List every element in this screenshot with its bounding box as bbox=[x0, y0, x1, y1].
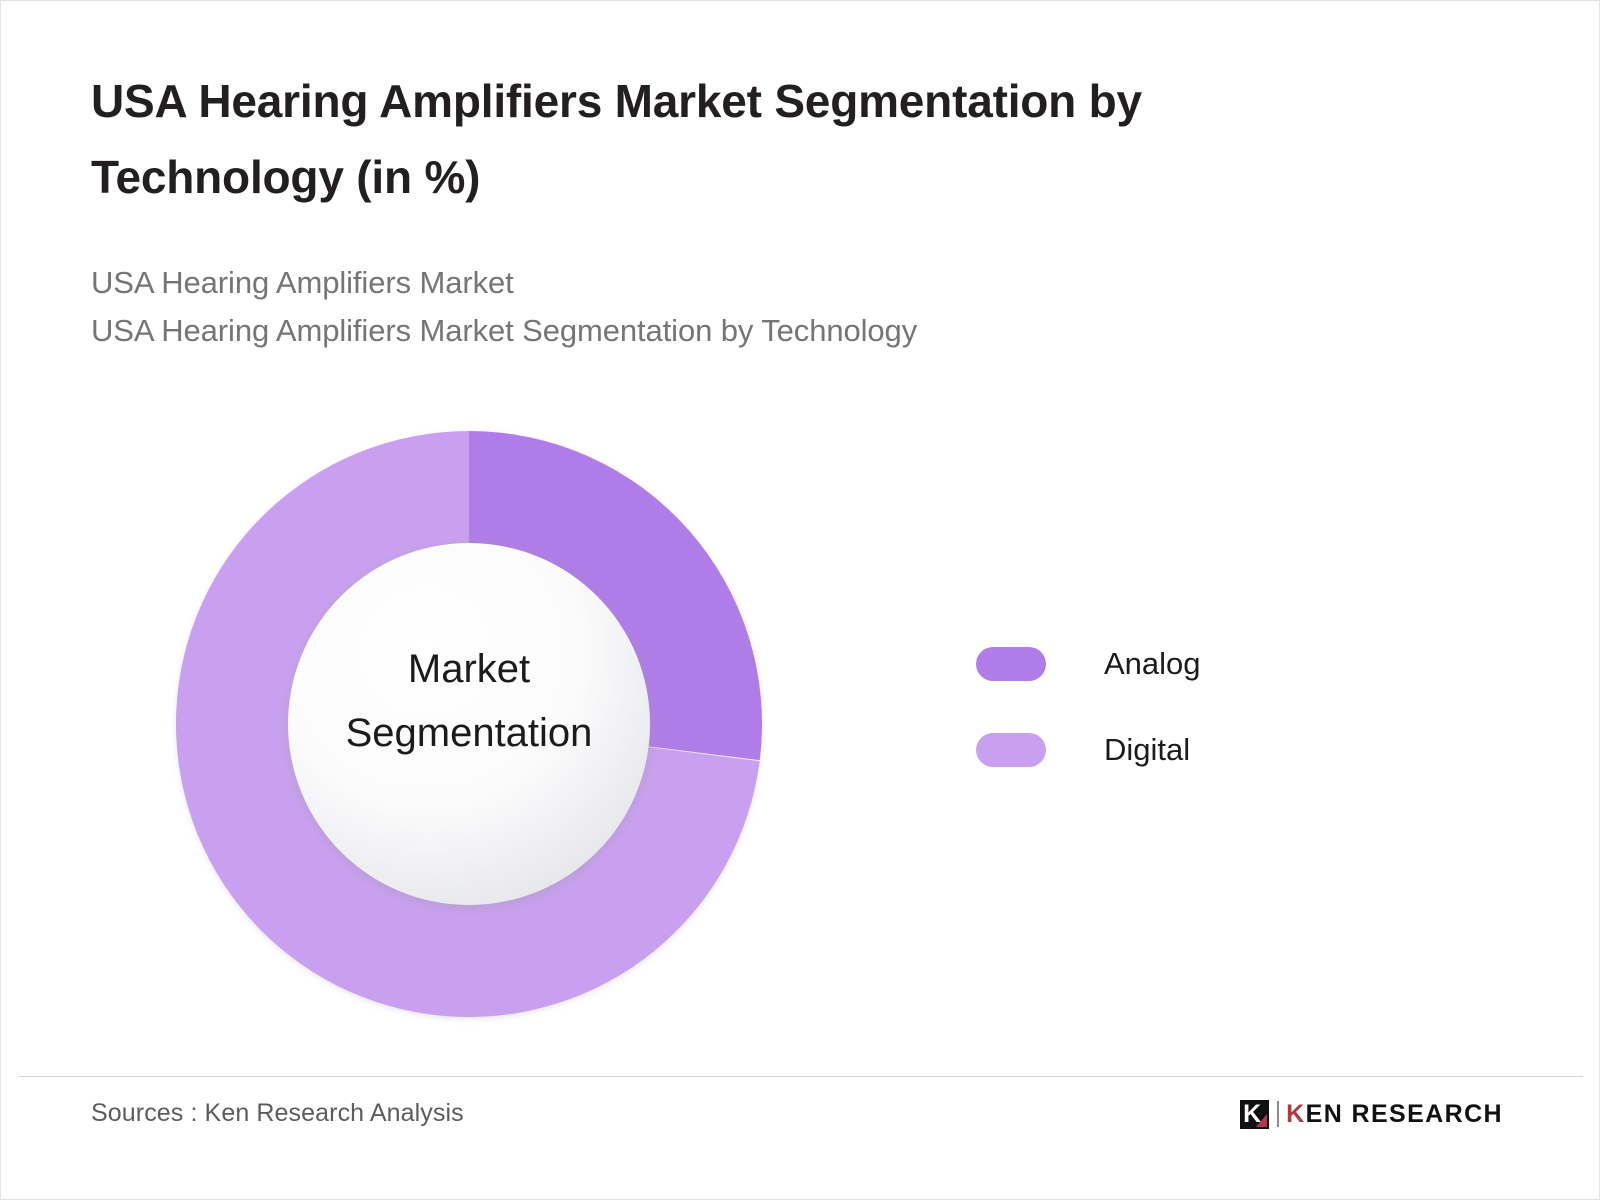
logo-mark-icon: K bbox=[1240, 1099, 1270, 1129]
donut-chart[interactable] bbox=[149, 404, 789, 1044]
donut-slice-digital[interactable] bbox=[176, 431, 760, 1017]
legend-swatch-digital bbox=[976, 733, 1046, 767]
subtitle-line-1: USA Hearing Amplifiers Market bbox=[91, 265, 514, 300]
legend-label-analog: Analog bbox=[1104, 646, 1201, 681]
legend-swatch-analog bbox=[976, 647, 1046, 681]
sources-note: Sources : Ken Research Analysis bbox=[91, 1099, 464, 1127]
ken-research-logo: K KEN RESEARCH bbox=[1240, 1099, 1503, 1129]
subtitle-line-2: USA Hearing Amplifiers Market Segmentati… bbox=[91, 313, 918, 348]
donut-hole bbox=[288, 543, 650, 905]
logo-triangle-icon bbox=[1256, 1113, 1268, 1127]
legend-label-digital: Digital bbox=[1104, 732, 1191, 767]
chart-legend: Analog Digital bbox=[976, 621, 1396, 793]
footer-divider bbox=[19, 1076, 1583, 1077]
logo-divider bbox=[1277, 1101, 1280, 1127]
donut-slice-analog[interactable] bbox=[469, 431, 762, 761]
legend-item-analog[interactable]: Analog bbox=[976, 621, 1396, 707]
page-title: USA Hearing Amplifiers Market Segmentati… bbox=[91, 75, 1142, 203]
donut-slices bbox=[176, 431, 762, 1017]
logo-wordmark: KEN RESEARCH bbox=[1286, 1100, 1503, 1129]
legend-item-digital[interactable]: Digital bbox=[976, 707, 1396, 793]
logo-wordmark-accent: K bbox=[1286, 1099, 1306, 1128]
subtitle-block: USA Hearing Amplifiers Market USA Hearin… bbox=[91, 259, 1341, 355]
logo-wordmark-rest: EN RESEARCH bbox=[1305, 1099, 1503, 1128]
